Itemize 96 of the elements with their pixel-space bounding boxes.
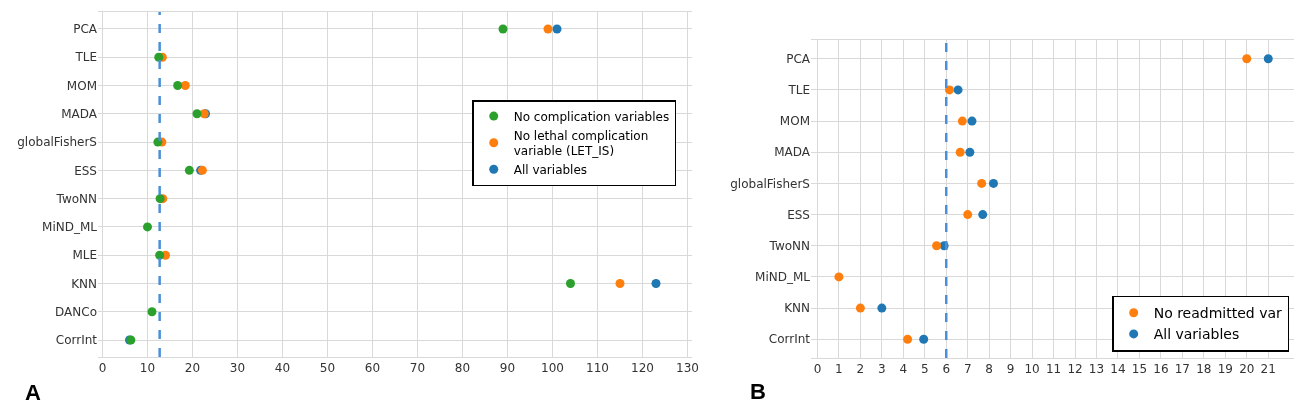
point: [143, 222, 152, 232]
x-tick-label: 70: [409, 361, 426, 376]
x-tick-label: 100: [541, 361, 564, 376]
y-tick-label: CorrInt: [55, 333, 98, 348]
point: [963, 210, 973, 220]
legend-label: No readmitted var: [1153, 305, 1283, 322]
point: [543, 24, 553, 34]
legend-label: No complication variables: [513, 109, 670, 124]
y-tick-label: globalFisherS: [730, 176, 810, 191]
x-tick-label: 3: [878, 362, 886, 377]
point: [919, 334, 929, 344]
point: [192, 109, 202, 119]
x-tick-label: 20: [184, 361, 201, 376]
legend-label: All variables: [513, 162, 588, 177]
y-tick-label: MOM: [66, 78, 97, 93]
point: [834, 272, 844, 282]
point: [155, 250, 165, 260]
y-tick-label: ESS: [787, 207, 810, 222]
point: [651, 278, 661, 288]
point: [977, 178, 987, 188]
x-tick-label: 14: [1110, 362, 1126, 377]
x-tick-label: 7: [963, 362, 972, 377]
y-tick-label: PCA: [786, 51, 811, 66]
point: [1242, 54, 1252, 64]
legend-label: No lethal complication variable (LET_IS): [513, 128, 649, 159]
y-tick-label: MOM: [779, 114, 810, 129]
text: A: [25, 380, 41, 403]
point: [932, 241, 942, 251]
x-tick-label: 40: [274, 361, 291, 376]
point: [967, 116, 977, 126]
y-tick-label: TLE: [787, 83, 810, 98]
y-tick-label: MADA: [774, 145, 811, 160]
y-tick-label: CorrInt: [768, 332, 811, 347]
x-tick-label: 20: [1239, 362, 1255, 377]
x-tick-label: 16: [1153, 362, 1169, 377]
point: [955, 147, 965, 157]
y-tick-label: KNN: [784, 301, 810, 316]
y-tick-label: globalFisherS: [17, 135, 97, 150]
x-tick-label: 8: [985, 362, 993, 377]
point: [498, 24, 508, 34]
y-tick-label: DANCo: [55, 304, 97, 319]
point: [147, 307, 157, 317]
point: [957, 116, 967, 126]
point: [615, 278, 625, 288]
text: B: [750, 379, 766, 403]
point: [953, 85, 963, 95]
y-tick-label: MLE: [72, 248, 97, 263]
point: [855, 303, 865, 313]
x-tick-label: 50: [319, 361, 336, 376]
x-tick-label: 90: [499, 361, 516, 376]
point: [877, 303, 887, 313]
x-tick-label: 9: [1006, 362, 1015, 377]
x-tick-label: 110: [586, 361, 609, 376]
x-tick-label: 80: [454, 361, 471, 376]
point: [1263, 54, 1273, 64]
point: [180, 81, 190, 91]
x-tick-label: 30: [229, 361, 246, 376]
x-tick-label: 21: [1260, 362, 1276, 377]
x-tick-label: 12: [1067, 362, 1083, 377]
y-tick-label: ESS: [74, 163, 97, 178]
x-tick-label: 120: [631, 361, 654, 376]
x-tick-label: 0: [813, 362, 822, 377]
y-tick-label: TwoNN: [55, 191, 97, 206]
y-tick-label: MiND_ML: [42, 220, 98, 235]
x-tick-label: 4: [899, 362, 908, 377]
y-tick-label: KNN: [71, 276, 97, 291]
x-tick-label: 10: [139, 361, 156, 376]
x-tick-label: 0: [98, 361, 107, 376]
y-tick-label: TwoNN: [768, 238, 810, 253]
point: [903, 334, 913, 344]
point: [552, 24, 562, 34]
point: [978, 210, 988, 220]
y-tick-label: TLE: [74, 50, 97, 65]
x-tick-label: 5: [920, 362, 929, 377]
x-tick-label: 19: [1217, 362, 1233, 377]
legend-label: All variables: [1153, 326, 1240, 343]
x-tick-label: 17: [1174, 362, 1191, 377]
point: [173, 81, 183, 91]
y-tick-label: MADA: [61, 107, 98, 121]
point: [944, 85, 954, 95]
point: [988, 178, 998, 188]
x-tick-label: 15: [1131, 362, 1148, 377]
x-tick-label: 60: [364, 361, 381, 376]
x-tick-label: 1: [835, 362, 843, 377]
x-tick-label: 11: [1045, 362, 1062, 377]
y-tick-label: PCA: [73, 22, 98, 37]
x-tick-label: 18: [1196, 362, 1212, 377]
x-tick-label: 10: [1024, 362, 1040, 377]
y-tick-label: MiND_ML: [755, 270, 811, 285]
point: [566, 278, 575, 288]
x-tick-label: 130: [676, 361, 699, 376]
point: [965, 147, 975, 157]
x-tick-label: 2: [856, 362, 865, 377]
x-tick-label: 6: [942, 362, 951, 377]
point: [184, 165, 194, 175]
x-tick-label: 13: [1088, 362, 1105, 377]
